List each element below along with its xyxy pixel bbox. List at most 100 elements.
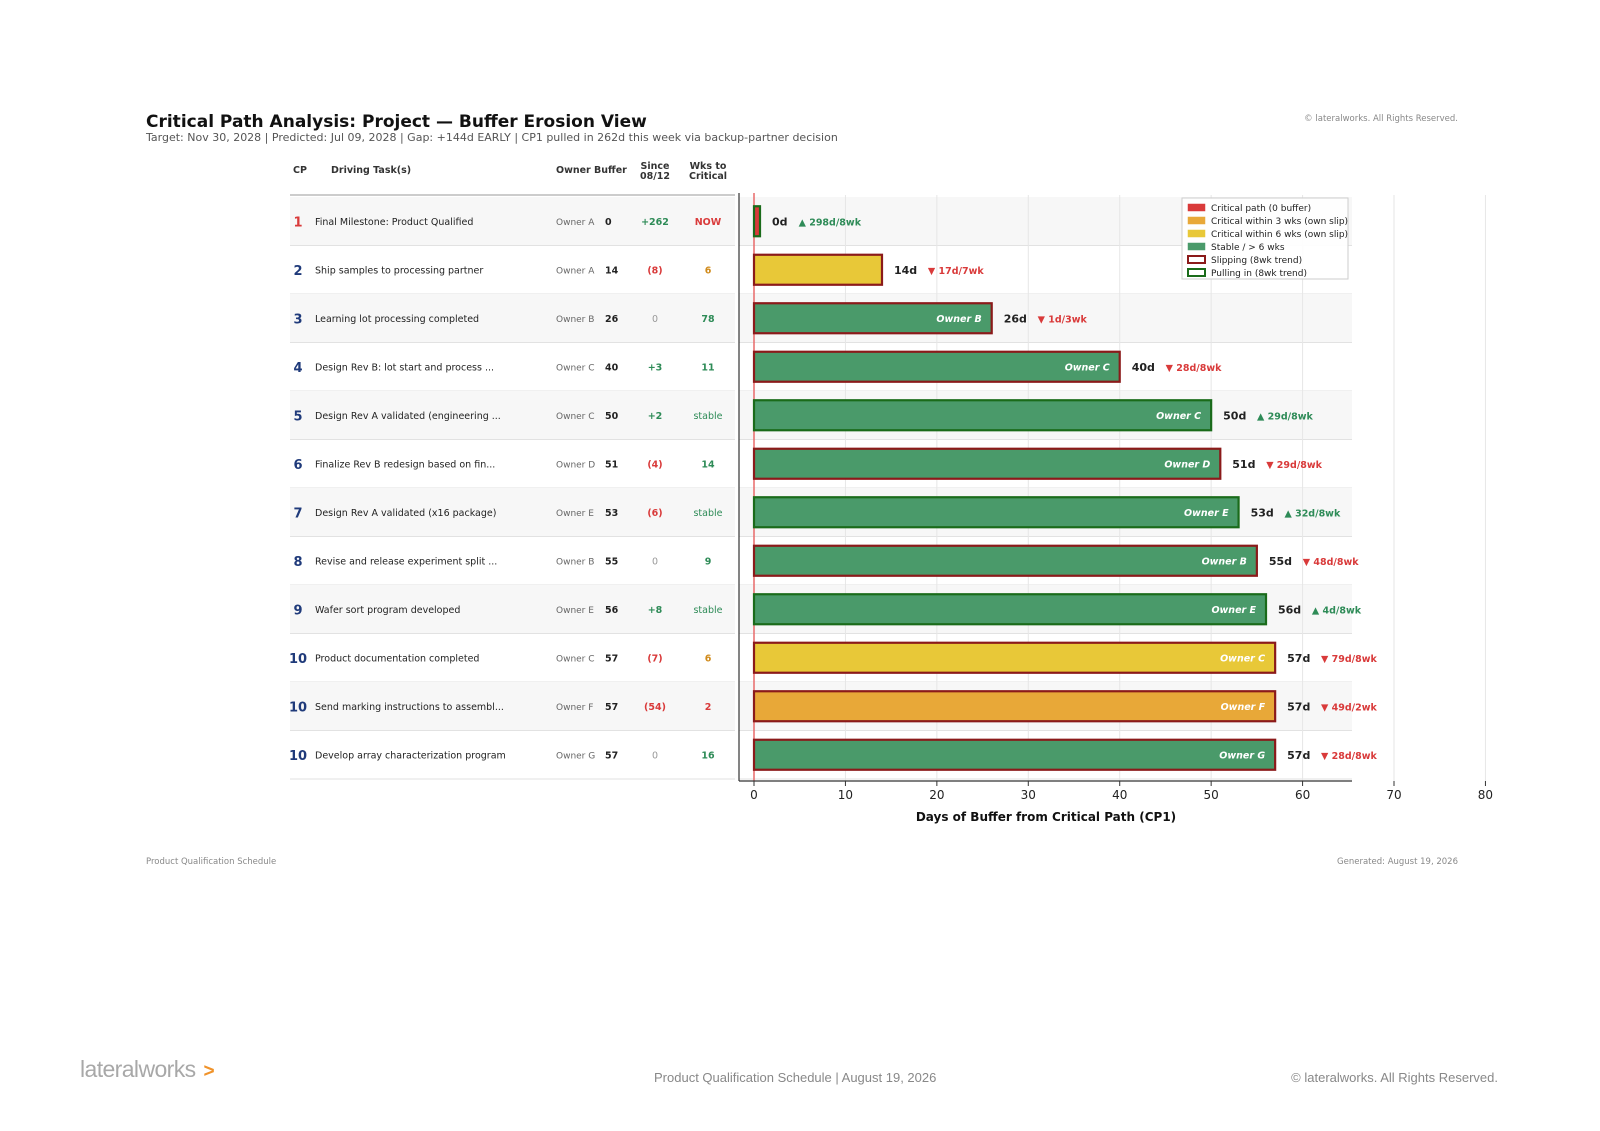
cp-number: 10 (289, 652, 307, 667)
since-cell: (6) (647, 508, 662, 519)
owner-cell: Owner E (556, 509, 594, 519)
header-wks-2: Critical (689, 171, 727, 182)
trend-label: ▲ 298d/8wk (799, 217, 862, 228)
cp-number: 10 (289, 749, 307, 764)
logo-text: lateralworks (80, 1056, 196, 1082)
cp-number: 8 (293, 555, 302, 570)
legend: Critical path (0 buffer) Critical within … (1181, 197, 1349, 280)
task-name: Product documentation completed (315, 653, 479, 664)
buffer-cell: 26 (605, 314, 619, 325)
wks-cell: 14 (701, 459, 715, 470)
table-row-band (290, 585, 735, 634)
legend-label: Critical path (0 buffer) (1211, 204, 1311, 214)
buffer-cell: 50 (605, 411, 619, 422)
since-cell: 0 (652, 556, 658, 567)
trend-label: ▼ 79d/8wk (1321, 654, 1377, 665)
task-name: Revise and release experiment split ... (315, 556, 497, 567)
task-name: Finalize Rev B redesign based on fin... (315, 459, 495, 470)
grid-lines (753, 193, 1486, 781)
wks-cell: stable (693, 508, 722, 519)
buffer-cell: 57 (605, 750, 618, 761)
owner-cell: Owner F (556, 703, 593, 713)
cp-number: 10 (289, 700, 307, 715)
legend-label: Slipping (8wk trend) (1211, 256, 1302, 266)
buffer-bar (752, 641, 1277, 674)
task-name: Final Milestone: Product Qualified (315, 217, 473, 228)
task-name: Send marking instructions to assembl... (315, 702, 504, 713)
legend-swatch (1187, 216, 1206, 225)
table-row-band (290, 294, 735, 343)
table-row-band (290, 391, 735, 440)
buffer-bar (752, 350, 1121, 383)
bar-owner-label: Owner C (1220, 653, 1265, 664)
trend-label: ▲ 4d/8wk (1312, 605, 1362, 616)
trend-label: ▼ 48d/8wk (1303, 557, 1359, 568)
footnote-right: Generated: August 19, 2026 (1337, 857, 1458, 867)
owner-cell: Owner A (556, 266, 595, 276)
trend-label: ▼ 49d/2wk (1321, 702, 1377, 713)
since-cell: +2 (648, 411, 663, 422)
since-cell: (8) (647, 265, 662, 276)
x-tick-label: 20 (929, 788, 944, 802)
bar-owner-label: Owner D (1164, 459, 1210, 470)
cp-number: 9 (293, 603, 302, 618)
bar-value-label: 57d (1287, 749, 1310, 762)
bar-value-label: 26d (1004, 312, 1027, 325)
bar-owner-label: Owner C (1065, 362, 1110, 373)
bars: 0d ▲ 298d/8wk 14d ▼ 17d/7wk Owner B 26d ▼ 1d/3… (752, 205, 1378, 771)
cp-number: 7 (293, 506, 302, 521)
since-cell: 0 (652, 314, 658, 325)
bar-owner-label: Owner B (1202, 556, 1247, 567)
since-cell: 0 (652, 750, 658, 761)
task-name: Design Rev B: lot start and process ... (315, 362, 494, 373)
footer-center: Product Qualification Schedule | August … (654, 1070, 937, 1085)
bar-owner-label: Owner F (1221, 702, 1266, 713)
bar-owner-label: Owner E (1184, 508, 1229, 519)
buffer-cell: 40 (605, 362, 619, 373)
owner-cell: Owner B (556, 315, 594, 325)
wks-cell: 6 (705, 653, 712, 664)
buffer-bar (752, 253, 884, 286)
buffer-bar (752, 593, 1268, 626)
footnote-left: Product Qualification Schedule (146, 857, 277, 867)
header-since-2: 08/12 (640, 171, 670, 182)
buffer-bar (752, 544, 1258, 577)
since-cell: +262 (641, 217, 669, 228)
owner-cell: Owner E (556, 606, 594, 616)
trend-label: ▲ 29d/8wk (1257, 411, 1313, 422)
task-name: Design Rev A validated (engineering ... (315, 411, 501, 422)
legend-label: Critical within 3 wks (own slip) (1211, 217, 1348, 227)
legend-swatch (1187, 268, 1206, 277)
table-rows: 1 Final Milestone: Product Qualified Owner… (289, 215, 723, 764)
wks-cell: stable (693, 605, 722, 616)
cp-number: 2 (293, 264, 302, 279)
trend-label: ▲ 32d/8wk (1284, 508, 1340, 519)
since-cell: (7) (647, 653, 662, 664)
bar-value-label: 50d (1223, 409, 1246, 422)
since-cell: (4) (647, 459, 662, 470)
cp-number: 6 (293, 458, 302, 473)
since-cell: +3 (648, 362, 663, 373)
task-name: Ship samples to processing partner (315, 265, 483, 276)
buffer-cell: 55 (605, 556, 618, 567)
buffer-cell: 51 (605, 459, 618, 470)
bar-owner-label: Owner E (1211, 605, 1256, 616)
wks-cell: 2 (705, 702, 712, 713)
wks-cell: stable (693, 411, 722, 422)
buffer-bar (752, 496, 1240, 529)
x-tick-label: 0 (750, 788, 758, 802)
trend-label: ▼ 17d/7wk (928, 266, 984, 277)
wks-cell: NOW (695, 217, 722, 228)
x-tick-label: 10 (838, 788, 853, 802)
bar-value-label: 57d (1287, 700, 1310, 713)
wks-cell: 11 (701, 362, 714, 373)
wks-cell: 9 (705, 556, 712, 567)
x-axis-label: Days of Buffer from Critical Path (CP1) (916, 810, 1176, 824)
owner-cell: Owner C (556, 654, 595, 664)
buffer-chart: CP Driving Task(s) Owner Buffer Since 08… (289, 161, 1493, 824)
owner-cell: Owner D (556, 460, 595, 470)
legend-swatch (1187, 242, 1206, 251)
header-task: Driving Task(s) (331, 165, 411, 176)
since-cell: (54) (644, 702, 666, 713)
row-bands (290, 197, 1352, 780)
